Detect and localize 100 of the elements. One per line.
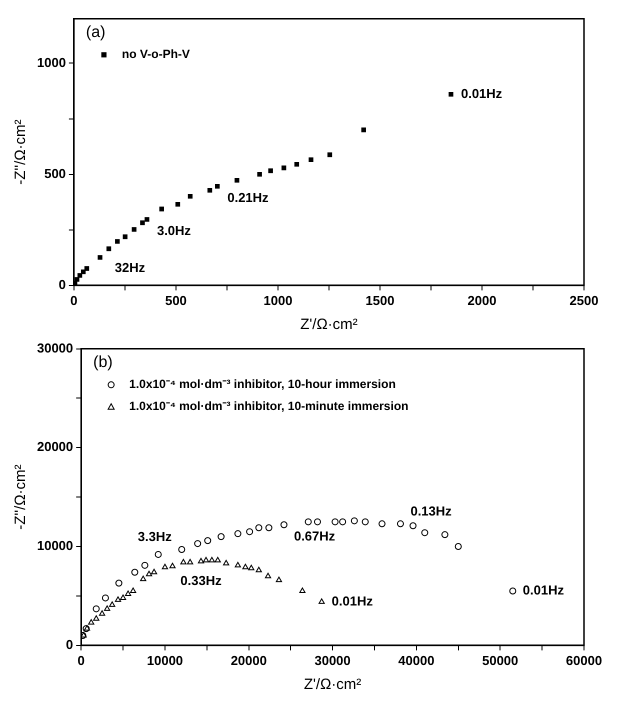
- x-tick-label: 2500: [570, 292, 598, 308]
- point: [248, 564, 254, 570]
- point: [318, 598, 325, 604]
- point: [332, 518, 339, 526]
- point: [99, 610, 106, 616]
- y-tick-label: 20000: [36, 439, 74, 454]
- point: [218, 533, 225, 540]
- point: [144, 217, 150, 222]
- point: [257, 172, 262, 177]
- point: [268, 168, 273, 174]
- point: [410, 522, 417, 530]
- annotation: 0.67Hz: [294, 528, 336, 544]
- point: [294, 162, 300, 167]
- point: [194, 540, 202, 548]
- point: [396, 520, 404, 528]
- point: [246, 528, 254, 536]
- x-tick-label: 10000: [146, 652, 184, 668]
- x-axis-title: Z'/Ω·cm²: [300, 316, 358, 334]
- point: [178, 546, 186, 553]
- point: [378, 520, 386, 528]
- point: [114, 596, 122, 602]
- point: [198, 558, 204, 564]
- annotation: 0.33Hz: [180, 572, 222, 588]
- point: [146, 570, 152, 576]
- point: [509, 588, 516, 595]
- point: [80, 270, 86, 274]
- point: [276, 576, 282, 582]
- point: [223, 560, 230, 566]
- point: [339, 518, 346, 526]
- point: [92, 605, 100, 612]
- y-tick-label: 500: [44, 166, 66, 181]
- point: [84, 266, 90, 271]
- legend-label: 1.0x10⁻⁴ mol·dm⁻³ inhibitor, 10-minute immersion: [129, 399, 408, 414]
- point: [208, 556, 215, 562]
- point: [88, 619, 94, 625]
- annotation: 0.13Hz: [410, 503, 452, 518]
- point: [180, 558, 186, 564]
- point: [215, 184, 220, 189]
- point: [256, 566, 262, 572]
- point: [441, 531, 448, 538]
- x-tick-label: 0: [78, 652, 85, 668]
- point: [109, 601, 116, 607]
- x-tick-label: 40000: [398, 652, 434, 668]
- point: [104, 605, 110, 611]
- point: [304, 518, 312, 526]
- point: [264, 572, 272, 578]
- point: [141, 562, 148, 569]
- y-tick-label: 10000: [36, 538, 74, 554]
- point: [350, 517, 358, 524]
- point: [188, 194, 193, 199]
- point: [299, 588, 306, 594]
- x-tick-label: 2000: [468, 292, 496, 308]
- legend-label: no V-o-Ph-V: [122, 47, 190, 62]
- annotation: 3.0Hz: [156, 222, 192, 238]
- legend-label: 1.0x10⁻⁴ mol·dm⁻³ inhibitor, 10-hour immersion: [129, 377, 396, 392]
- point: [102, 594, 109, 602]
- y-tick-label: 30000: [36, 340, 74, 356]
- annotation: 0.01Hz: [460, 86, 503, 101]
- point: [120, 594, 126, 600]
- y-tick-label: 0: [58, 276, 66, 292]
- point: [130, 588, 136, 594]
- point: [308, 157, 314, 162]
- y-axis-title: -Z''/Ω·cm²: [12, 119, 30, 185]
- x-tick-label: 50000: [482, 652, 518, 668]
- point: [234, 562, 241, 568]
- point: [214, 556, 221, 562]
- point: [265, 524, 272, 532]
- x-tick-label: 30000: [314, 652, 351, 668]
- point: [122, 234, 128, 240]
- point: [175, 202, 180, 207]
- point: [202, 556, 210, 562]
- point: [242, 564, 249, 570]
- point: [131, 568, 138, 576]
- point: [255, 524, 262, 532]
- point: [140, 576, 146, 582]
- point: [124, 590, 132, 596]
- point: [327, 152, 332, 158]
- x-axis-title: Z'/Ω·cm²: [304, 676, 362, 694]
- point: [150, 568, 158, 574]
- x-tick-label: 1000: [263, 292, 292, 308]
- point: [162, 564, 168, 570]
- point: [187, 558, 194, 564]
- point: [207, 188, 212, 193]
- point: [362, 518, 369, 526]
- annotation: 0.01Hz: [332, 593, 374, 608]
- point: [169, 562, 176, 568]
- point: [282, 166, 286, 170]
- point: [132, 227, 136, 232]
- point: [234, 530, 242, 538]
- point: [78, 273, 82, 278]
- annotation: 0.21Hz: [227, 190, 270, 205]
- annotation: 32Hz: [114, 260, 146, 276]
- point: [98, 255, 102, 260]
- y-tick-label: 1000: [37, 54, 66, 70]
- point: [93, 615, 100, 621]
- point: [454, 543, 462, 550]
- x-tick-label: 60000: [566, 652, 602, 668]
- point: [115, 580, 122, 587]
- point: [159, 206, 164, 212]
- x-tick-label: 20000: [230, 652, 267, 668]
